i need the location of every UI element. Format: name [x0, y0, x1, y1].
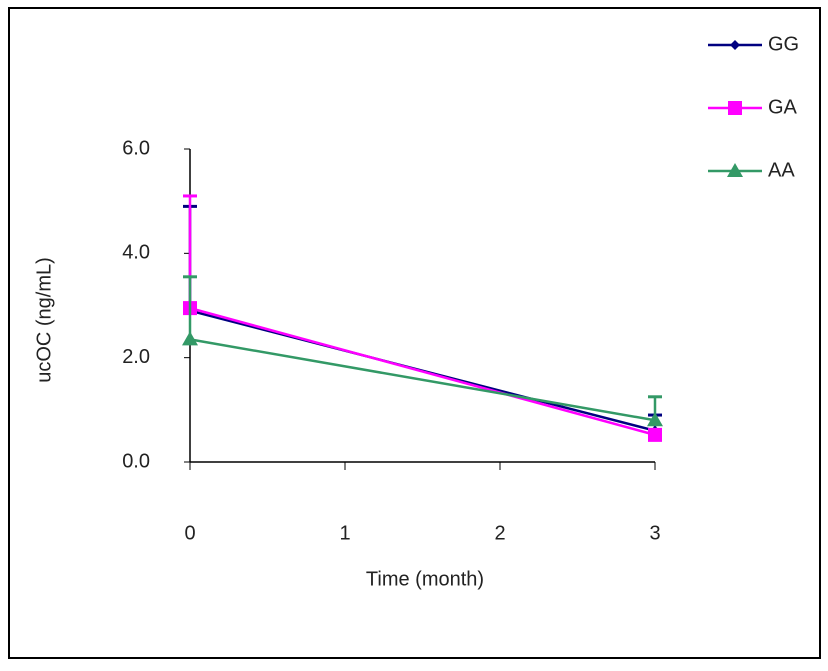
legend-label: AA	[768, 159, 795, 181]
series-line	[189, 306, 656, 437]
legend-label: GG	[768, 33, 799, 55]
y-tick-label: 0.0	[122, 450, 150, 472]
y-tick-label: 2.0	[122, 346, 150, 368]
marker	[648, 427, 662, 442]
marker	[647, 412, 663, 427]
marker	[730, 40, 740, 50]
marker	[728, 101, 742, 115]
x-tick-label: 2	[494, 522, 505, 544]
legend-label: GA	[768, 96, 798, 118]
x-tick-label: 0	[184, 522, 195, 544]
marker	[182, 331, 198, 346]
x-tick-label: 1	[339, 522, 350, 544]
y-tick-label: 6.0	[122, 137, 150, 159]
x-axis-label: Time (month)	[366, 568, 484, 590]
x-tick-label: 3	[649, 522, 660, 544]
y-axis-label: ucOC (ng/mL)	[33, 257, 55, 383]
series-line	[189, 338, 656, 422]
y-tick-label: 4.0	[122, 242, 150, 264]
frame	[8, 7, 821, 659]
marker	[727, 163, 743, 177]
